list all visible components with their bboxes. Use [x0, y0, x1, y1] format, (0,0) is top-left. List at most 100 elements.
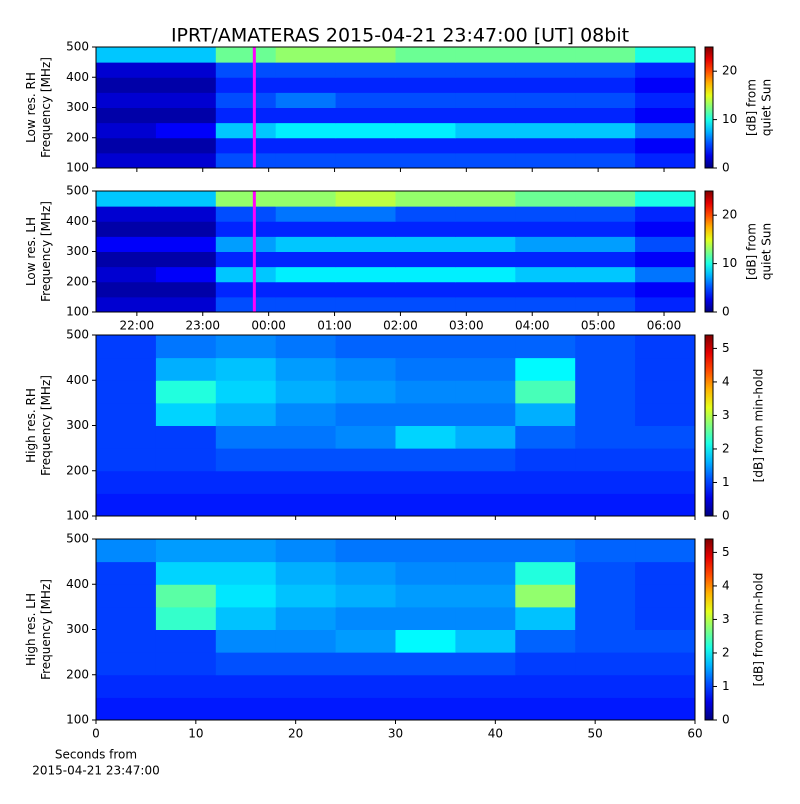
heat-cell — [395, 493, 456, 517]
heat-cell — [335, 539, 396, 563]
heat-cell — [215, 561, 277, 585]
y-tick-label: 300 — [66, 244, 89, 258]
heat-cell — [155, 221, 217, 237]
colorbar-tick-label: 1 — [722, 679, 730, 693]
heat-cell — [335, 629, 396, 653]
heat-cell — [215, 425, 277, 449]
x-tick-label: 22:00 — [120, 319, 155, 333]
heat-cell — [575, 380, 636, 404]
y-axis-label: Low res. LH — [24, 217, 38, 286]
heat-cell — [575, 335, 636, 359]
x-tick-label: 0 — [92, 727, 100, 741]
heat-cell — [275, 402, 337, 426]
heat-cell — [455, 47, 516, 63]
heat-cell — [515, 266, 576, 283]
heat-cell — [96, 266, 157, 283]
heat-cell — [96, 107, 157, 124]
heat-cell — [455, 584, 516, 608]
heat-cell — [395, 629, 456, 653]
heat-cell — [275, 251, 337, 268]
heat-cell — [155, 47, 217, 63]
heat-cell — [635, 206, 696, 222]
heat-cell — [155, 493, 217, 517]
heat-cell — [96, 77, 157, 93]
y-tick-label: 100 — [66, 509, 89, 523]
heat-cell — [96, 236, 157, 252]
heat-cell — [96, 629, 157, 653]
y-tick-label: 500 — [66, 328, 89, 342]
heat-cell — [635, 122, 696, 139]
colorbar-label: quiet Sun — [760, 79, 774, 136]
heat-cell — [575, 92, 636, 108]
heat-cell — [515, 47, 576, 63]
heat-cell — [455, 357, 516, 381]
colorbar-tick-label: 3 — [722, 408, 730, 422]
heat-cell — [635, 448, 696, 472]
colorbar-tick-label: 0 — [722, 509, 730, 523]
heat-cell — [395, 107, 456, 124]
heat-cell — [455, 629, 516, 653]
heat-cell — [335, 380, 396, 404]
colorbar-label: [dB] from — [745, 79, 759, 136]
x-tick-label: 01:00 — [317, 319, 352, 333]
heat-cell — [275, 629, 337, 653]
y-tick-label: 200 — [66, 667, 89, 681]
heat-cell — [215, 137, 277, 154]
heat-cell — [335, 152, 396, 169]
heat-cell — [96, 425, 157, 449]
heat-cell — [515, 539, 576, 563]
heat-cell — [395, 281, 456, 298]
heat-cell — [335, 697, 396, 721]
heat-cell — [515, 62, 576, 78]
chart-title: IPRT/AMATERAS 2015-04-21 23:47:00 [UT] 0… — [171, 25, 629, 47]
heat-cell — [96, 137, 157, 154]
heat-cell — [96, 380, 157, 404]
heat-cell — [635, 357, 696, 381]
heat-cell — [395, 335, 456, 359]
heat-cell — [395, 357, 456, 381]
colorbar-tick-label: 2 — [722, 645, 730, 659]
heat-cell — [155, 107, 217, 124]
heat-cell — [515, 470, 576, 494]
heat-cell — [395, 236, 456, 252]
heat-cell — [215, 335, 277, 359]
heat-cell — [635, 251, 696, 268]
colorbar-tick-label: 10 — [722, 256, 737, 270]
heat-cell — [575, 266, 636, 283]
heat-cell — [635, 92, 696, 108]
heat-cell — [335, 335, 396, 359]
x-axis-label: Seconds from — [55, 748, 137, 762]
heat-cell — [96, 674, 157, 698]
colorbar — [704, 538, 714, 721]
heat-cell — [455, 236, 516, 252]
y-tick-label: 400 — [66, 577, 89, 591]
heat-cell — [635, 584, 696, 608]
heat-cell — [515, 107, 576, 124]
heat-cell — [575, 697, 636, 721]
heat-cell — [575, 77, 636, 93]
heat-cell — [335, 137, 396, 154]
heat-cell — [455, 402, 516, 426]
heat-cell — [575, 425, 636, 449]
heat-cell — [155, 470, 217, 494]
heat-cell — [155, 206, 217, 222]
heat-cell — [275, 221, 337, 237]
x-tick-label: 40 — [488, 727, 503, 741]
heat-cell — [395, 122, 456, 139]
heat-cell — [395, 606, 456, 630]
heat-cell — [335, 402, 396, 426]
heat-cell — [215, 191, 277, 207]
heat-cell — [455, 561, 516, 585]
heat-cell — [395, 191, 456, 207]
heat-cell — [96, 152, 157, 169]
heat-cell — [395, 561, 456, 585]
colorbar-tick-label: 10 — [722, 112, 737, 126]
heat-cell — [455, 266, 516, 283]
heat-cell — [335, 62, 396, 78]
heat-cell — [455, 674, 516, 698]
heat-cell — [635, 380, 696, 404]
heat-cell — [335, 296, 396, 313]
colorbar-tick-label: 0 — [722, 305, 730, 319]
heat-cell — [335, 281, 396, 298]
heat-cell — [635, 236, 696, 252]
